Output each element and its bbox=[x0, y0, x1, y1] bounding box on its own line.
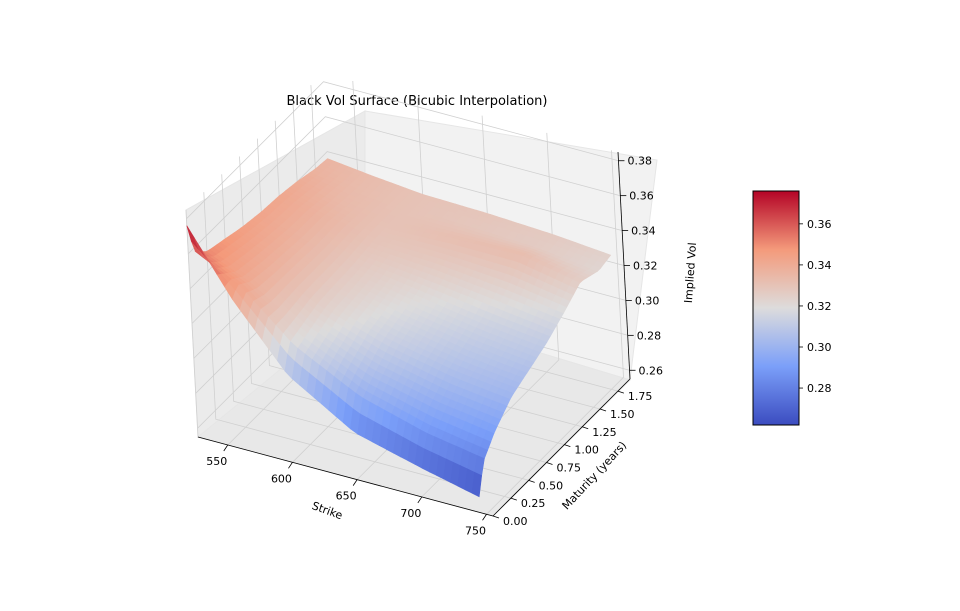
z-tick-label: 0.34 bbox=[631, 225, 656, 238]
z-tick-label: 0.38 bbox=[627, 155, 652, 168]
vol-surface bbox=[186, 158, 612, 498]
y-tick bbox=[492, 515, 500, 519]
x-tick-label: 550 bbox=[206, 455, 227, 468]
y-tick-label: 1.00 bbox=[574, 444, 599, 457]
y-tick-label: 0.25 bbox=[521, 497, 546, 510]
colorbar-ticks: 0.28 0.30 0.32 0.34 0.36 bbox=[799, 218, 832, 395]
y-tick bbox=[617, 390, 624, 394]
y-tick-label: 1.50 bbox=[610, 408, 635, 421]
y-tick-label: 0.75 bbox=[557, 461, 582, 474]
x-tick bbox=[417, 496, 423, 504]
x-tick-label: 650 bbox=[336, 490, 357, 503]
z-tick-label: 0.30 bbox=[635, 294, 660, 307]
x-tick bbox=[288, 462, 293, 469]
axes-frame: 550 600 650 700 750 0.00 0.25 0.50 0.75 1.00 1.25 1… bbox=[197, 151, 664, 537]
z-tick-label: 0.28 bbox=[637, 329, 662, 342]
z-tick-label: 0.32 bbox=[633, 260, 658, 273]
y-tick-label: 0.00 bbox=[503, 515, 528, 528]
y-tick-label: 1.75 bbox=[628, 390, 653, 403]
x-tick bbox=[352, 479, 358, 486]
x-tick bbox=[482, 514, 487, 521]
x-gridline bbox=[486, 150, 624, 515]
z-tick-label: 0.26 bbox=[639, 364, 664, 377]
z-tick-label: 0.36 bbox=[629, 190, 654, 203]
y-tick bbox=[564, 444, 571, 448]
y-tick bbox=[582, 426, 589, 430]
colorbar-tick-label: 0.32 bbox=[807, 300, 832, 313]
surface-patch bbox=[471, 471, 483, 498]
colorbar-tick-label: 0.28 bbox=[807, 382, 832, 395]
colorbar-tick-label: 0.34 bbox=[807, 259, 832, 272]
x-tick-label: 600 bbox=[271, 472, 292, 485]
x-axis-line bbox=[197, 436, 494, 517]
x-tick-label: 700 bbox=[400, 507, 421, 520]
y-tick-label: 0.50 bbox=[539, 479, 564, 492]
colorbar-tick-label: 0.30 bbox=[807, 341, 832, 354]
y-axis-line bbox=[492, 378, 631, 517]
y-tick bbox=[546, 462, 553, 465]
y-gridline bbox=[203, 192, 511, 499]
z-gridline bbox=[188, 116, 621, 254]
z-axis-label: Implied Vol bbox=[682, 242, 699, 304]
y-tick bbox=[599, 408, 607, 412]
x-tick bbox=[223, 444, 229, 452]
z-gridline bbox=[186, 81, 619, 219]
chart-title: Black Vol Surface (Bicubic Interpolation… bbox=[287, 94, 548, 109]
x-tick-label: 750 bbox=[465, 524, 486, 537]
colorbar bbox=[752, 190, 800, 426]
y-tick bbox=[510, 497, 517, 501]
colorbar-tick-label: 0.36 bbox=[807, 218, 832, 231]
y-tick bbox=[528, 479, 535, 483]
y-tick-label: 1.25 bbox=[592, 426, 617, 439]
